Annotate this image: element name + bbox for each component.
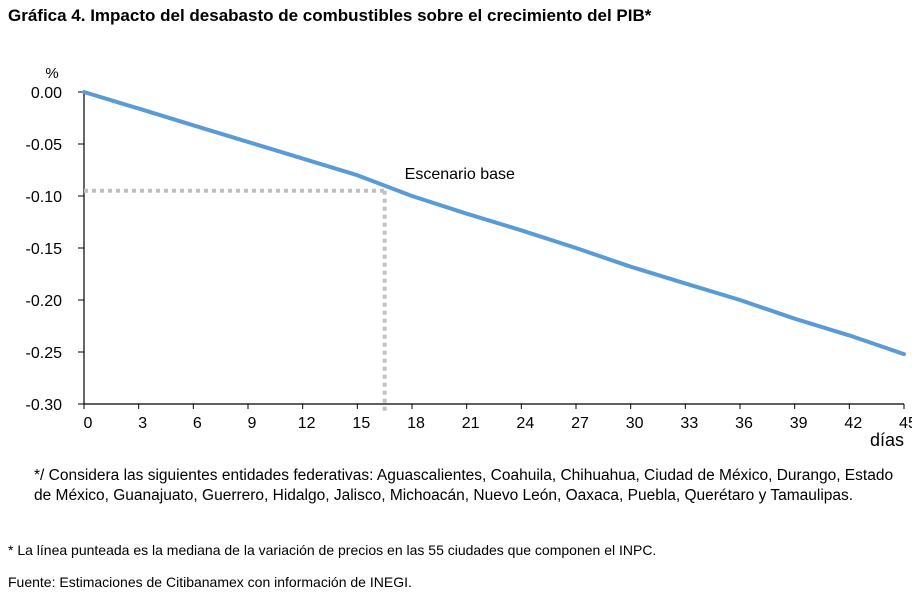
x-tick-label: 36: [735, 415, 753, 432]
dotted-line-footnote: * La línea punteada es la mediana de la …: [8, 542, 657, 558]
x-tick-label: 6: [193, 415, 202, 432]
y-tick-label: -0.20: [26, 293, 63, 310]
y-tick-label: -0.25: [26, 345, 63, 362]
y-tick-label: 0.00: [31, 85, 62, 102]
x-tick-label: 3: [138, 415, 147, 432]
line-chart: % días 0.00 -0.05 -0.10 -0.15 -0.20 -0.25 -0.3…: [26, 65, 912, 450]
x-tick-label: 9: [248, 415, 257, 432]
y-tick-label: -0.30: [26, 397, 63, 414]
x-tick-label: 15: [352, 415, 370, 432]
x-tick-label: 39: [790, 415, 808, 432]
source-footnote: Fuente: Estimaciones de Citibanamex con …: [8, 574, 412, 590]
x-tick-label: 30: [626, 415, 644, 432]
x-tick-label: 33: [680, 415, 698, 432]
plot-series: [82, 90, 906, 357]
annotation-label: Escenario base: [405, 166, 515, 183]
x-tick-label: 27: [571, 415, 589, 432]
guide-lines: [84, 188, 387, 412]
y-tick-label: -0.15: [26, 241, 63, 258]
y-tick-label: -0.05: [26, 137, 63, 154]
x-axis-unit-label: días: [870, 430, 904, 450]
chart-title: Gráfica 4. Impacto del desabasto de comb…: [8, 6, 652, 25]
series-line: [82, 90, 906, 357]
x-tick-label: 24: [516, 415, 534, 432]
y-axis: 0.00 -0.05 -0.10 -0.15 -0.20 -0.25 -0.30: [26, 85, 85, 414]
x-axis: 0369121518212427303336394245: [83, 403, 912, 432]
y-axis-unit-label: %: [45, 65, 58, 82]
x-tick-label: 21: [462, 415, 480, 432]
x-tick-label: 42: [844, 415, 862, 432]
states-footnote: */ Considera las siguientes entidades fe…: [34, 467, 894, 504]
x-tick-label: 12: [298, 415, 316, 432]
x-tick-label: 18: [407, 415, 425, 432]
x-tick-label: 0: [84, 415, 93, 432]
y-tick-label: -0.10: [26, 189, 63, 206]
x-tick-label: 45: [899, 415, 912, 432]
